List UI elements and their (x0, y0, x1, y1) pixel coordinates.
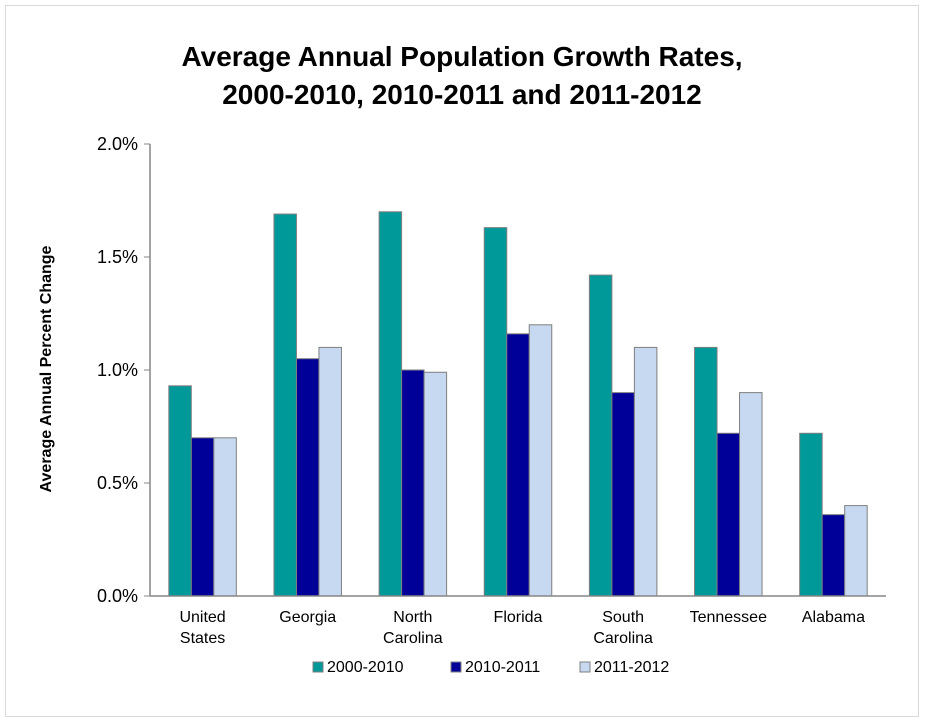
x-tick-label: Florida (494, 609, 543, 626)
bar-2011-2012-6 (844, 505, 868, 597)
bar-2010-2011-5 (716, 432, 741, 597)
chart-title: Average Annual Population Growth Rates, … (5, 38, 919, 114)
y-tick-label: 2.0% (97, 134, 138, 154)
y-tick-label: 0.5% (97, 473, 138, 493)
x-tick-label: Georgia (279, 609, 336, 626)
bar-2010-2011-0 (190, 437, 215, 597)
bar-2010-2011-3 (506, 333, 530, 597)
x-tick-label: United (179, 609, 225, 626)
y-axis: 0.0% 0.5% 1.0% 1.5% 2.0% (97, 134, 150, 606)
legend-swatch (450, 661, 462, 673)
bars (168, 211, 868, 597)
bar-2011-2012-2 (423, 371, 448, 597)
bar-2000-2010-5 (694, 346, 718, 597)
legend-swatch (312, 661, 324, 673)
bar-2011-2012-4 (633, 346, 658, 597)
bar-2011-2012-0 (213, 437, 237, 597)
x-tick-label: Carolina (383, 630, 443, 647)
legend-swatch (579, 661, 591, 673)
bar-2000-2010-0 (168, 385, 192, 597)
chart-title-line-1: Average Annual Population Growth Rates, (181, 41, 743, 72)
y-tick-label: 1.0% (97, 360, 138, 380)
bar-2011-2012-1 (318, 346, 342, 597)
bar-2000-2010-2 (378, 211, 403, 597)
legend: 2000-2010 2010-2011 2011-2012 (312, 659, 669, 676)
bar-2010-2011-6 (821, 514, 846, 597)
legend-label: 2010-2011 (465, 659, 540, 676)
x-tick-label: North (393, 609, 432, 626)
bar-2010-2011-2 (401, 369, 425, 597)
y-tick-label: 0.0% (97, 586, 138, 606)
legend-label: 2000-2010 (327, 659, 404, 676)
bar-2000-2010-3 (483, 227, 508, 597)
x-tick-label: States (180, 630, 225, 647)
x-axis: United States Georgia North Carolina Florida S… (179, 609, 865, 647)
y-tick-label: 1.5% (97, 247, 138, 267)
axes (149, 144, 886, 597)
bar-2000-2010-6 (799, 432, 823, 597)
chart-title-line-2: 2000-2010, 2010-2011 and 2011-2012 (222, 79, 702, 110)
y-axis-label: Average Annual Percent Change (38, 245, 55, 492)
x-tick-label: South (602, 609, 644, 626)
x-tick-label: Tennessee (690, 609, 767, 626)
legend-label: 2011-2012 (594, 659, 669, 676)
bar-2010-2011-1 (295, 358, 320, 597)
bar-2000-2010-1 (273, 213, 297, 597)
chart-frame (5, 5, 919, 717)
bar-2011-2012-5 (739, 392, 763, 597)
x-tick-label: Alabama (802, 609, 865, 626)
x-tick-label: Carolina (593, 630, 653, 647)
bar-2010-2011-4 (611, 392, 635, 597)
bar-2011-2012-3 (528, 324, 553, 597)
bar-2000-2010-4 (588, 274, 613, 597)
